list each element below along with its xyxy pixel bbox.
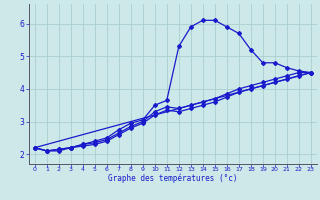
X-axis label: Graphe des températures (°c): Graphe des températures (°c) <box>108 174 237 183</box>
